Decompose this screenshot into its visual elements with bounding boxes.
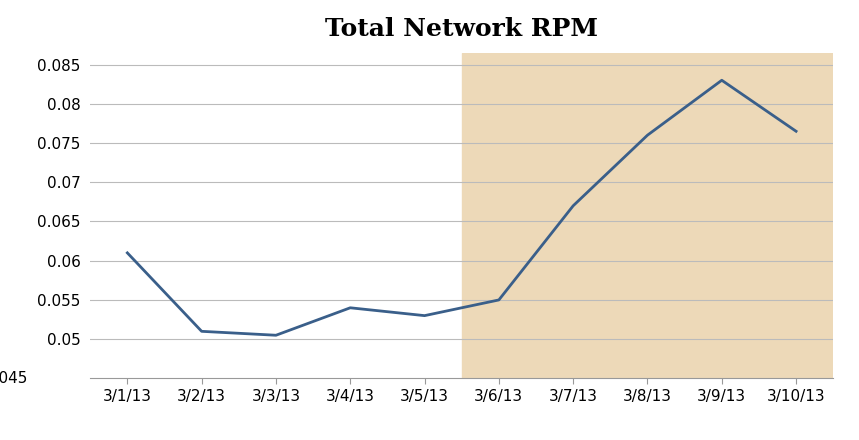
Text: 0.045: 0.045 xyxy=(0,371,27,386)
Bar xyxy=(462,53,833,378)
Title: Total Network RPM: Total Network RPM xyxy=(326,17,598,41)
